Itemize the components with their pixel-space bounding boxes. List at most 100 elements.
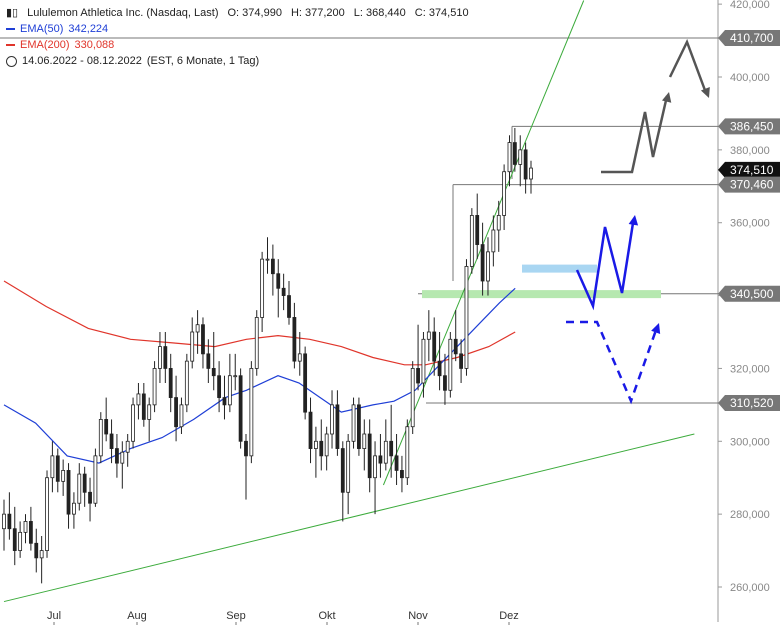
candle-body [217, 375, 222, 398]
price-mark-bg [718, 285, 780, 302]
candle-body [109, 433, 114, 449]
resistance-zone [522, 264, 597, 273]
candle-body [227, 375, 232, 406]
y-tick-label: 260,000 [730, 582, 770, 594]
price-mark-label: 370,460 [730, 178, 774, 192]
candle-body [491, 229, 496, 253]
candle-body [61, 470, 66, 482]
candle-body [2, 513, 6, 530]
ema50-label: EMA(50) [20, 23, 64, 35]
price-mark-bg [718, 30, 780, 47]
candle-body [523, 149, 528, 180]
ema50-value: 342,224 [68, 23, 109, 35]
y-tick-label: 280,000 [730, 509, 770, 521]
y-tick-label: 360,000 [730, 218, 770, 230]
candle-body [211, 368, 216, 377]
ema200-swatch [6, 44, 15, 46]
trendline [382, 0, 585, 486]
price-mark-bg [718, 394, 780, 411]
ema200-label: EMA(200) [20, 39, 70, 51]
candle-body [378, 455, 383, 464]
candle-body [163, 346, 168, 369]
y-tick-label: 380,000 [730, 145, 770, 157]
candle-body [238, 375, 243, 442]
x-tick-label: Okt [318, 610, 335, 622]
chart-legend: ▮▯ Lululemon Athletica Inc. (Nasdaq, Las… [6, 5, 473, 69]
y-tick-label: 300,000 [730, 436, 770, 448]
candle-body [389, 440, 394, 457]
candle-body [383, 440, 388, 464]
candle-body [507, 142, 512, 173]
candle-body [340, 448, 345, 493]
candle-body [475, 215, 480, 245]
candle-body [45, 477, 49, 551]
candle-body [319, 440, 324, 457]
candle-body [28, 521, 33, 544]
candle-body [120, 451, 125, 464]
candle-body [158, 346, 162, 369]
legend-range: 14.06.2022 - 08.12.2022 (EST, 6 Monate, … [6, 53, 473, 69]
candle-body [287, 295, 291, 318]
candle-body [335, 404, 340, 449]
candle-body [373, 455, 377, 479]
price-mark-label: 340,500 [730, 287, 774, 301]
candle-body [518, 149, 523, 165]
candle-body [437, 360, 442, 377]
candle-body [416, 368, 420, 384]
candle-body [276, 273, 281, 289]
candle-body [179, 404, 184, 428]
candle-body [50, 455, 55, 479]
candle-body [313, 440, 318, 449]
candle-body [394, 455, 399, 471]
candle-body [39, 550, 44, 559]
candle-body [131, 404, 135, 442]
candle-body [496, 215, 501, 231]
range-dates: 14.06.2022 - 08.12.2022 [22, 55, 142, 67]
candle-body [421, 338, 426, 384]
candlestick-icon: ▮▯ [6, 7, 19, 19]
price-mark: 374,510 [718, 161, 780, 178]
candle-body [297, 353, 302, 362]
candle-body [222, 397, 227, 406]
candle-body [512, 142, 517, 165]
candle-body [529, 167, 533, 180]
projection-gray-arrow-down [700, 87, 710, 98]
candle-body [357, 404, 361, 449]
candle-body [260, 258, 265, 318]
trendline [3, 433, 695, 603]
candle-body [459, 353, 463, 369]
candle-body [469, 215, 474, 267]
legend-low: L: 368,440 [353, 7, 406, 19]
candle-body [351, 404, 356, 442]
projection-blue-path [575, 222, 635, 311]
legend-ema200: EMA(200) 330,088 [6, 37, 473, 53]
candle-body [303, 353, 308, 413]
price-mark-label: 310,520 [730, 396, 774, 410]
candle-body [265, 258, 270, 261]
legend-open: O: 374,990 [227, 7, 282, 19]
legend-ohlc: ▮▯ Lululemon Athletica Inc. (Nasdaq, Las… [6, 5, 473, 21]
candle-body [324, 433, 329, 457]
candle-body [168, 368, 173, 398]
price-mark-label: 410,700 [730, 31, 774, 45]
price-mark-bg [718, 176, 780, 193]
candle-body [362, 433, 367, 449]
x-tick-label: Sep [226, 610, 246, 622]
candle-body [201, 324, 205, 355]
legend-high: H: 377,200 [290, 7, 345, 19]
candle-body [464, 266, 469, 369]
candle-body [136, 393, 141, 406]
ema200-value: 330,088 [74, 39, 115, 51]
candle-body [308, 411, 313, 449]
legend-close: C: 374,510 [414, 7, 469, 19]
candle-body [72, 502, 76, 515]
candle-body [115, 448, 119, 464]
ema50-swatch [6, 28, 15, 30]
price-mark: 340,500 [718, 285, 780, 302]
candle-body [443, 375, 447, 391]
projection-gray-arrow [661, 92, 672, 103]
candle-body [82, 473, 87, 493]
candle-body [147, 404, 152, 420]
x-tick-label: Jul [47, 610, 61, 622]
candle-body [400, 470, 404, 479]
